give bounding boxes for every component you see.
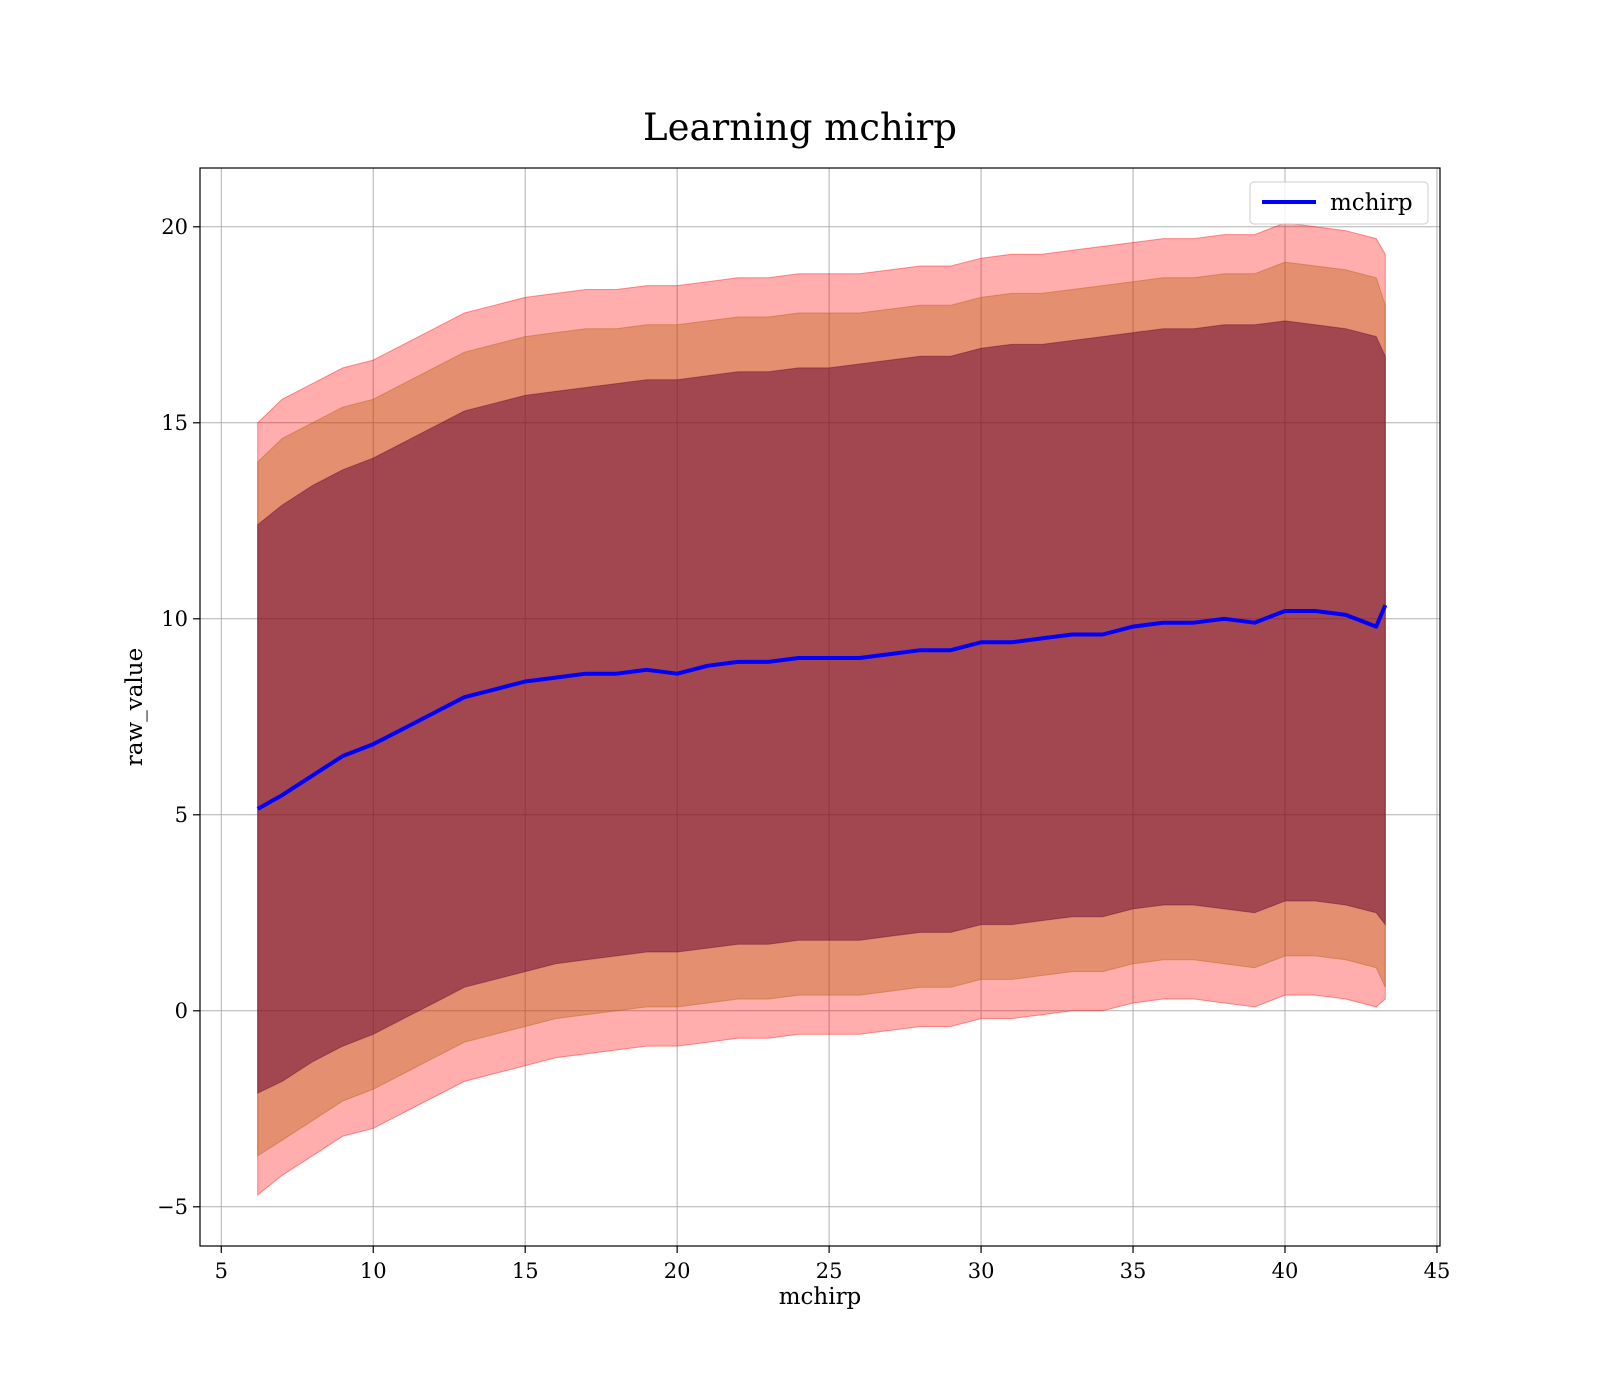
series-lines <box>256 604 1388 811</box>
plot-frame <box>199 167 1441 1247</box>
x-tick-label: 45 <box>1424 1259 1451 1283</box>
x-tick-label: 20 <box>664 1259 691 1283</box>
y-tick-label: 10 <box>161 607 188 631</box>
y-tick-label: 5 <box>175 803 188 827</box>
y-tick-label: 20 <box>161 215 188 239</box>
x-tick-label: 30 <box>968 1259 995 1283</box>
chart-title: Learning mchirp <box>643 106 957 149</box>
legend: mchirp <box>1249 181 1429 225</box>
y-tick-label: 0 <box>175 999 188 1023</box>
y-axis-label: raw_value <box>122 648 148 766</box>
x-tick-label: 40 <box>1272 1259 1299 1283</box>
series-line-mchirp <box>256 604 1388 811</box>
x-tick-label: 10 <box>360 1259 387 1283</box>
y-tick-label: 15 <box>161 411 188 435</box>
x-tick-label: 35 <box>1120 1259 1147 1283</box>
y-tick-label: −5 <box>157 1195 188 1219</box>
y-axis-ticks: −5 0 5 10 15 20 <box>157 215 200 1219</box>
confidence-band-2 <box>257 320 1386 1094</box>
legend-label-mchirp: mchirp <box>1330 190 1413 216</box>
x-tick-label: 15 <box>512 1259 539 1283</box>
x-axis-label: mchirp <box>779 1284 862 1310</box>
x-axis-ticks: 5 10 15 20 25 30 35 40 45 <box>215 1246 1451 1283</box>
x-tick-label: 25 <box>816 1259 843 1283</box>
x-tick-label: 5 <box>215 1259 228 1283</box>
legend-box <box>1249 181 1429 225</box>
confidence-bands <box>257 222 1386 1197</box>
